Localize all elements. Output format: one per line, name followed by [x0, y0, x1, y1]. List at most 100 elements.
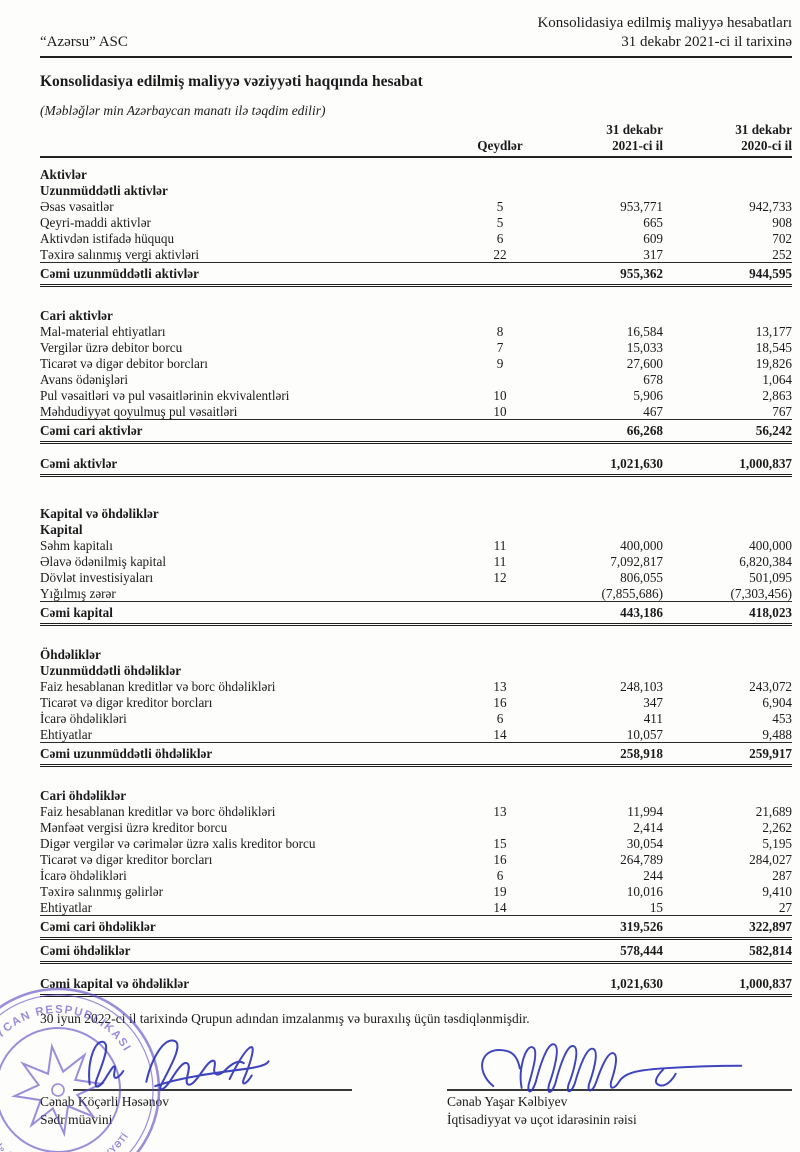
page-header: “Azərsu” ASC Konsolidasiya edilmiş maliy…	[40, 14, 792, 58]
table-row: Təxirə salınmış gəlirlər 19 10,016 9,410	[40, 883, 792, 899]
row-label: Faiz hesablanan kreditlər və borc öhdəli…	[40, 803, 276, 819]
table-row: Təxirə salınmış vergi aktivləri 22 317 252	[40, 246, 792, 263]
left-signatory-title: Sədr müavini	[40, 1112, 113, 1127]
value-2021: 317	[643, 246, 663, 262]
row-label: Məhdudiyyət qoyulmuş pul vəsaitləri	[40, 403, 238, 419]
value-2021: 30,054	[626, 835, 663, 851]
value-2021: 347	[643, 694, 663, 710]
note-cell: 13	[493, 803, 507, 819]
value-2020: 287	[772, 867, 792, 883]
value-2021: 248,103	[620, 678, 663, 694]
value-2020: 582,814	[749, 942, 792, 958]
note-cell: 11	[493, 553, 507, 569]
table-row: Vergilər üzrə debitor borcu 7 15,033 18,545	[40, 339, 792, 355]
column-header-notes: Qeydlər	[477, 138, 523, 153]
row-label: Cəmi uzunmüddətli öhdəliklər	[40, 745, 213, 761]
right-signature-block: Cənab Yaşar Kəlbiyev İqtisadiyyat və uço…	[447, 1033, 792, 1128]
value-2020: 27	[778, 899, 792, 915]
value-2020: 400,000	[749, 537, 792, 553]
value-2020: 19,826	[755, 355, 792, 371]
table-row: Avans ödənişləri 678 1,064	[40, 371, 792, 387]
table-row: İcarə öhdəlikləri 6 244 287	[40, 867, 792, 883]
right-signatory-title: İqtisadiyyat və uçot idarəsinin rəisi	[447, 1112, 637, 1127]
section-header-row: Kapital	[40, 521, 792, 537]
row-label: Vergilər üzrə debitor borcu	[40, 339, 183, 355]
note-cell: 5	[496, 198, 504, 214]
table-row: İcarə öhdəlikləri 6 411 453	[40, 710, 792, 726]
signature-row: Cənab Köçərli Həsənov Sədr müavini Cənab…	[40, 1033, 792, 1128]
stamp-bottom-arc-text: «AZƏRSU» AÇIQ SƏHMDAR CƏMİYYƏTİ	[0, 1085, 135, 1152]
value-2020: 322,897	[749, 918, 792, 934]
table-row: Ehtiyatlar 14 10,057 9,488	[40, 726, 792, 743]
value-2020: 1,000,837	[739, 975, 792, 991]
value-2021: 15	[649, 899, 663, 915]
value-2021: 443,186	[620, 604, 663, 620]
table-row: Məhdudiyyət qoyulmuş pul vəsaitləri 10 467…	[40, 403, 792, 420]
report-header: Konsolidasiya edilmiş maliyyə hesabatlar…	[537, 14, 792, 52]
value-2021: 400,000	[620, 537, 663, 553]
value-2020: 56,242	[755, 422, 792, 438]
table-row: Dövlət investisiyaları 12 806,055 501,095	[40, 569, 792, 585]
row-label: Kapital və öhdəliklər	[40, 505, 159, 521]
total-row: Cəmi kapital və öhdəliklər 1,021,630 1,000…	[40, 973, 792, 997]
table-row: Ticarət və digər debitor borcları 9 27,600…	[40, 355, 792, 371]
spacer-row	[40, 767, 792, 787]
value-2020: 13,177	[755, 323, 792, 339]
value-2020: 6,820,384	[739, 553, 792, 569]
total-row: Cəmi cari öhdəliklər 319,526 322,897	[40, 916, 792, 940]
section-header-row: Uzunmüddətli öhdəliklər	[40, 662, 792, 678]
table-column-headers: Qeydlər 31 dekabr 2021-ci il 31 dekabr 2…	[40, 122, 792, 158]
note-cell: 6	[496, 710, 504, 726]
value-2020: 18,545	[755, 339, 792, 355]
section-header-row: Cari öhdəliklər	[40, 787, 792, 803]
balance-sheet-table: Aktivlər Uzunmüddətli aktivlər Əsas vəsait…	[40, 166, 792, 997]
note-cell: 11	[493, 537, 507, 553]
row-label: Uzunmüddətli aktivlər	[40, 182, 168, 198]
value-2020: 418,023	[749, 604, 792, 620]
value-2021: 609	[643, 230, 663, 246]
table-row: Mal-material ehtiyatları 8 16,584 13,177	[40, 323, 792, 339]
note-cell: 22	[493, 246, 507, 262]
row-label: Cəmi uzunmüddətli aktivlər	[40, 265, 199, 281]
value-2020: 908	[772, 214, 792, 230]
value-2020: 284,027	[749, 851, 792, 867]
row-label: Cəmi cari aktivlər	[40, 422, 143, 438]
total-row: Cəmi uzunmüddətli aktivlər 955,362 944,595	[40, 263, 792, 287]
row-label: Əsas vəsaitlər	[40, 198, 114, 214]
value-2021: (7,855,686)	[601, 585, 663, 601]
value-2021: 1,021,630	[610, 975, 663, 991]
note-cell: 9	[496, 355, 504, 371]
table-row: Faiz hesablanan kreditlər və borc öhdəli…	[40, 678, 792, 694]
value-2020: 501,095	[749, 569, 792, 585]
row-label: Əlavə ödənilmiş kapital	[40, 553, 166, 569]
row-label: Cəmi kapital və öhdəliklər	[40, 975, 190, 991]
row-label: Ehtiyatlar	[40, 899, 92, 915]
column-header-2021: 31 dekabr 2021-ci il	[606, 122, 663, 153]
table-row: Mənfəət vergisi üzrə kreditor borcu 2,414…	[40, 819, 792, 835]
row-label: İcarə öhdəlikləri	[40, 710, 127, 726]
value-2021: 665	[643, 214, 663, 230]
right-signatory-name: Cənab Yaşar Kəlbiyev	[447, 1094, 568, 1109]
value-2020: 2,262	[762, 819, 792, 835]
value-2021: 244	[643, 867, 663, 883]
value-2020: 9,488	[762, 726, 792, 742]
row-label: Avans ödənişləri	[40, 371, 129, 387]
value-2020: 453	[772, 710, 792, 726]
row-label: Qeyri-maddi aktivlər	[40, 214, 151, 230]
value-2021: 11,994	[627, 803, 663, 819]
note-cell: 8	[496, 323, 504, 339]
row-label: Yığılmış zərər	[40, 585, 116, 601]
value-2020: (7,303,456)	[730, 585, 792, 601]
row-label: İcarə öhdəlikləri	[40, 867, 127, 883]
value-2021: 806,055	[620, 569, 663, 585]
value-2020: 942,733	[749, 198, 792, 214]
value-2020: 21,689	[755, 803, 792, 819]
value-2020: 702	[772, 230, 792, 246]
spacer-row	[40, 626, 792, 646]
left-signatory-name: Cənab Köçərli Həsənov	[40, 1094, 169, 1109]
row-label: Səhm kapitalı	[40, 537, 113, 553]
value-2020: 1,000,837	[739, 455, 792, 471]
svg-text:«AZƏRSU» AÇIQ SƏHMDAR CƏMİYYƏT: «AZƏRSU» AÇIQ SƏHMDAR CƏMİYYƏTİ	[0, 1085, 135, 1152]
note-cell: 16	[493, 851, 507, 867]
